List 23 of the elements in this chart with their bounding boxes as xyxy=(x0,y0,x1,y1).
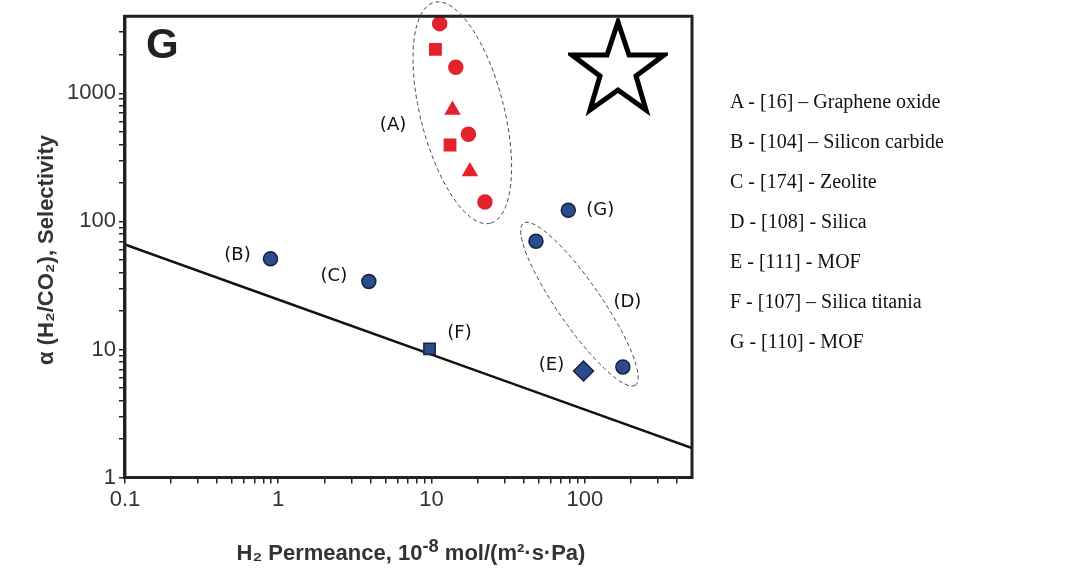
text: F - [107] – Silica titania xyxy=(730,290,923,313)
text: B - [104] – Silicon carbide xyxy=(730,130,944,153)
annotation: (B) xyxy=(224,242,251,264)
annotation: (E) xyxy=(538,352,565,374)
annotation: (D) xyxy=(613,289,642,311)
text: D - [108] - Silica xyxy=(730,210,868,233)
y-tick-label: 10 xyxy=(91,335,116,361)
annotation: (F) xyxy=(447,320,472,342)
annotation: (A) xyxy=(379,112,407,134)
text: C - [174] - Zeolite xyxy=(730,170,878,193)
text: A - [16] – Graphene oxide xyxy=(730,90,942,113)
y-tick-label: 100 xyxy=(79,207,116,233)
annotation: (C) xyxy=(320,264,348,286)
text: G - [110] - MOF xyxy=(730,330,865,353)
text: E - [111] - MOF xyxy=(730,250,862,273)
y-tick-label: 1000 xyxy=(66,79,116,105)
y-axis-title: α (H₂/CO₂), Selectivity xyxy=(33,135,59,365)
x-tick-label: 100 xyxy=(566,485,604,511)
x-tick-label: 10 xyxy=(419,485,444,511)
annotation: (G) xyxy=(586,198,615,220)
chart-title: G xyxy=(146,20,179,68)
x-tick-label: 1 xyxy=(272,485,285,511)
x-axis-title: H₂ Permeance, 10$^{-8}$ mol/(m²·s·Pa) xyxy=(236,535,586,567)
